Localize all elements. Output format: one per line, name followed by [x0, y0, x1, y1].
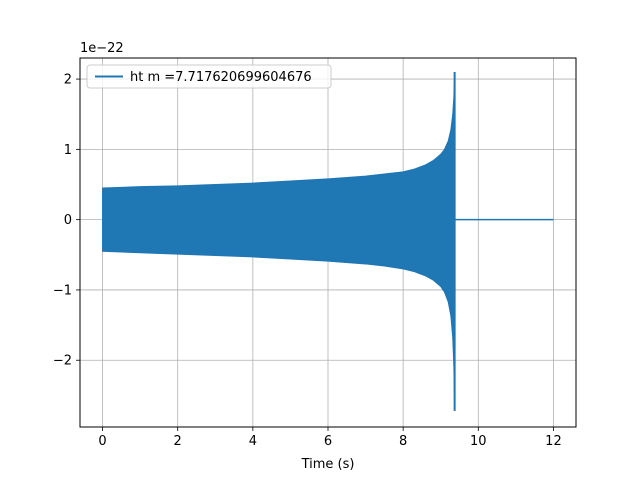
y-tick-label: −2 [53, 354, 72, 369]
y-tick-label: 0 [64, 213, 72, 228]
x-tick-label: 0 [98, 434, 106, 449]
x-tick-label: 8 [399, 434, 407, 449]
legend-box [86, 64, 332, 89]
y-tick-label: −1 [53, 283, 72, 298]
x-tick-label: 10 [470, 434, 487, 449]
x-tick-label: 4 [249, 434, 257, 449]
legend-entry-label: ht m =7.717620699604676 [130, 70, 312, 85]
legend: ht m =7.717620699604676 [86, 64, 332, 89]
x-tick-label: 6 [324, 434, 332, 449]
x-axis-ticks: 0 2 4 6 8 10 12 [98, 427, 562, 449]
y-axis-ticks: −2 −1 0 1 2 [53, 73, 80, 369]
y-tick-label: 2 [64, 73, 72, 88]
y-axis-offset-label: 1e−22 [80, 41, 124, 56]
x-axis-label: Time (s) [301, 457, 355, 472]
y-tick-label: 1 [64, 143, 72, 158]
x-tick-label: 12 [545, 434, 562, 449]
series-layer [102, 72, 554, 411]
x-tick-label: 2 [174, 434, 182, 449]
